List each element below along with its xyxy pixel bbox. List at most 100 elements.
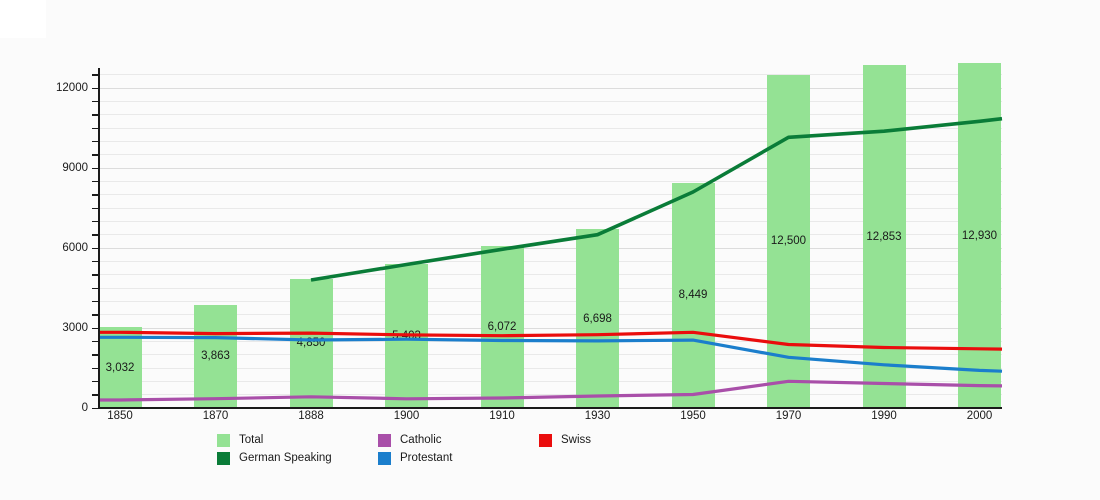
legend-label: Total <box>239 434 264 446</box>
total-bar-1870 <box>194 304 237 408</box>
y-axis-tick <box>92 260 99 263</box>
legend-swatch-german-speaking <box>217 451 230 465</box>
gridline <box>100 140 1002 142</box>
y-axis-tick <box>92 407 99 409</box>
legend-item-protestant: Protestant <box>378 449 539 467</box>
bar-value-label: 3,863 <box>201 350 230 363</box>
x-tick-label-1970: 1970 <box>775 410 802 422</box>
y-axis-tick <box>92 87 99 89</box>
total-bar-1990 <box>862 65 906 408</box>
bar-value-label: 3,032 <box>105 361 135 374</box>
x-tick-label-1950: 1950 <box>680 410 706 422</box>
gridline <box>100 74 1002 76</box>
total-bar-1888 <box>289 278 333 408</box>
y-axis-tick <box>92 287 99 289</box>
gridline <box>100 87 1002 89</box>
gridline <box>100 314 1002 316</box>
gridline <box>100 207 1002 209</box>
legend-label: German Speaking <box>239 452 332 464</box>
x-tick-label-2000: 2000 <box>966 410 993 422</box>
y-axis-tick <box>92 100 99 103</box>
bar-value-label: 12,500 <box>770 235 807 248</box>
gridline <box>100 327 1002 329</box>
bar-value-label: 6,698 <box>583 312 612 325</box>
legend: Total German Speaking Catholic Protestant Sw… <box>217 431 700 467</box>
y-tick-label: 0 <box>81 402 88 414</box>
line-catholic <box>100 379 1003 402</box>
gridline <box>100 154 1002 156</box>
y-axis-tick <box>92 314 99 316</box>
gridline <box>100 234 1002 236</box>
y-axis-tick <box>92 380 99 383</box>
y-axis-tick <box>92 194 99 196</box>
y-axis-tick <box>92 114 99 116</box>
x-tick-label-1900: 1900 <box>393 410 420 422</box>
gridline <box>100 100 1002 102</box>
gridline <box>100 167 1002 169</box>
gridline <box>100 274 1002 276</box>
legend-label: Protestant <box>400 452 453 464</box>
y-axis-tick <box>92 234 99 236</box>
y-axis-tick <box>92 367 99 369</box>
x-tick-label-1888: 1888 <box>298 410 324 422</box>
gridline <box>100 260 1002 262</box>
y-axis-line <box>98 68 100 409</box>
y-axis-tick <box>92 154 99 156</box>
legend-swatch-catholic <box>378 433 391 447</box>
x-tick-label-1870: 1870 <box>202 410 229 422</box>
y-tick-label: 6000 <box>62 242 88 254</box>
gridline <box>100 367 1002 369</box>
gridline <box>100 220 1002 222</box>
bar-value-label: 12,853 <box>866 230 902 243</box>
gridline <box>100 394 1002 396</box>
line-series-layer <box>100 116 1003 402</box>
y-axis-tick <box>92 340 99 343</box>
line-protestant <box>100 335 1003 373</box>
total-bar-1850 <box>98 327 142 408</box>
y-tick-label: 12000 <box>56 82 88 94</box>
legend-item-catholic: Catholic <box>378 431 539 449</box>
bar-value-label: 6,072 <box>487 321 517 334</box>
gridline <box>100 127 1002 129</box>
y-axis-tick <box>92 220 99 223</box>
y-tick-label: 3000 <box>62 322 88 334</box>
line-german-speaking <box>310 116 1003 282</box>
legend-item-total: Total <box>217 431 378 449</box>
x-tick-label-1990: 1990 <box>871 410 897 422</box>
x-axis-line <box>98 407 1002 409</box>
y-axis-tick <box>92 207 99 209</box>
corner-highlight <box>0 0 46 38</box>
y-axis-tick <box>92 140 99 143</box>
y-axis-tick <box>92 127 99 129</box>
y-axis-tick <box>92 300 99 303</box>
y-axis-tick <box>92 180 99 183</box>
x-tick-label-1930: 1930 <box>584 410 611 422</box>
y-axis-tick <box>92 354 99 356</box>
gridline <box>100 114 1002 116</box>
bar-value-label: 12,930 <box>961 229 998 242</box>
gridline <box>100 194 1002 196</box>
gridline <box>100 354 1002 356</box>
y-axis-tick <box>92 74 99 76</box>
gridline <box>100 247 1002 249</box>
bar-value-label: 8,449 <box>678 289 708 302</box>
y-axis-tick <box>92 167 99 169</box>
total-bar-1950 <box>671 182 715 408</box>
line-swiss <box>100 330 1003 351</box>
total-bar-1930 <box>576 229 619 408</box>
legend-label: Catholic <box>400 434 442 446</box>
y-tick-label: 9000 <box>62 162 88 174</box>
y-axis-tick <box>92 247 99 249</box>
x-tick-label-1850: 1850 <box>107 410 133 422</box>
legend-item-german-speaking: German Speaking <box>217 449 378 467</box>
legend-swatch-total <box>217 433 230 447</box>
legend-swatch-swiss <box>539 433 552 447</box>
y-axis-tick <box>92 274 99 276</box>
total-bar-1970 <box>767 74 810 408</box>
legend-swatch-protestant <box>378 451 391 465</box>
x-tick-label-1910: 1910 <box>489 410 515 422</box>
gridline <box>100 287 1002 289</box>
gridline <box>100 180 1002 182</box>
legend-item-swiss: Swiss <box>539 431 700 449</box>
y-axis-tick <box>92 327 99 329</box>
